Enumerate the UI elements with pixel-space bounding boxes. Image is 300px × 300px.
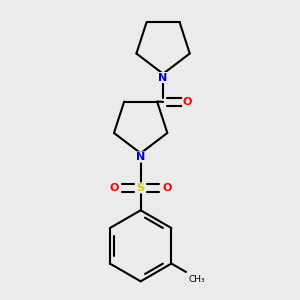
Text: O: O: [162, 183, 172, 193]
Text: N: N: [158, 73, 168, 82]
Text: CH₃: CH₃: [189, 275, 206, 284]
Text: N: N: [136, 152, 145, 162]
Text: O: O: [110, 183, 119, 193]
Text: S: S: [137, 183, 145, 193]
Text: O: O: [183, 97, 192, 107]
